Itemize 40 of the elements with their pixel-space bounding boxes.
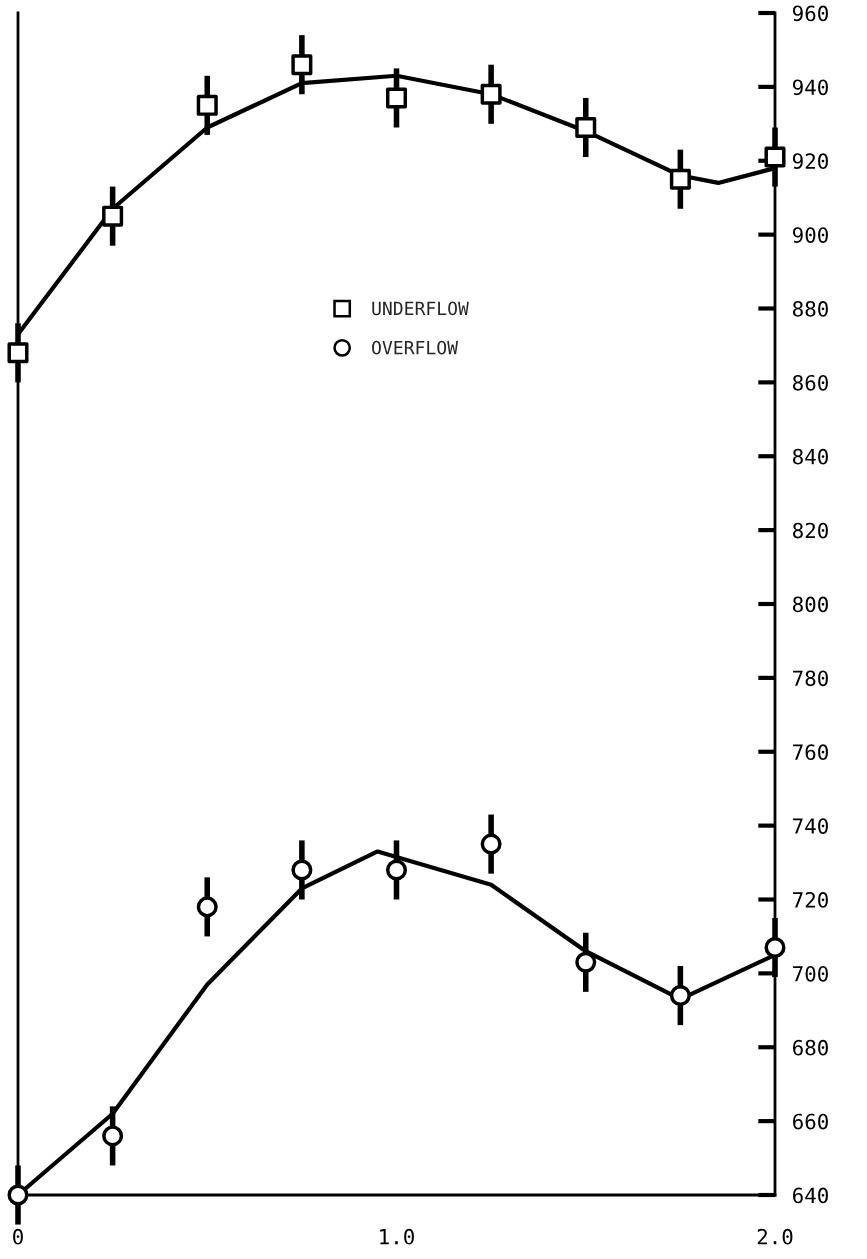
y-tick-label: 880 (793, 301, 828, 317)
point (385, 859, 408, 881)
y-tick-label: 940 (792, 79, 828, 96)
y-tick-label: 700 (793, 965, 828, 982)
point (102, 205, 124, 227)
point (196, 896, 218, 918)
legend-label: OVERFLOW (372, 340, 459, 355)
y-tick-label: 920 (792, 153, 828, 170)
point (764, 937, 786, 959)
point (480, 83, 502, 105)
point (385, 87, 408, 109)
x-tick-label: 2.0 (757, 1228, 793, 1245)
x-tick-label: 0 (13, 1228, 23, 1245)
y-tick-label: 860 (793, 374, 828, 391)
point (575, 116, 597, 139)
point (102, 1125, 124, 1147)
y-tick-label: 900 (792, 227, 828, 243)
y-tick-label: 960 (792, 5, 828, 22)
point (764, 146, 786, 168)
y-tick-label: 820 (793, 522, 828, 539)
y-tick-label: 800 (793, 596, 828, 613)
y-tick-label: 780 (793, 670, 828, 687)
x-tick-label: 1.0 (380, 1228, 414, 1245)
y-tick-label: 840 (793, 448, 828, 465)
legend-label: UNDERFLOW (372, 301, 469, 316)
y-tick-label: 660 (793, 1113, 828, 1130)
point (669, 985, 691, 1007)
point (291, 54, 313, 76)
y-tick-label: 640 (793, 1187, 828, 1204)
point (7, 342, 29, 364)
point (480, 833, 502, 855)
y-tick-label: 760 (793, 744, 828, 761)
point (196, 94, 218, 116)
y-tick-label: 720 (793, 892, 828, 908)
point (291, 859, 313, 881)
point (575, 951, 597, 973)
y-tick-label: 740 (793, 818, 828, 834)
y-tick-label: 680 (793, 1039, 828, 1056)
point (669, 168, 691, 190)
point (7, 1184, 29, 1206)
